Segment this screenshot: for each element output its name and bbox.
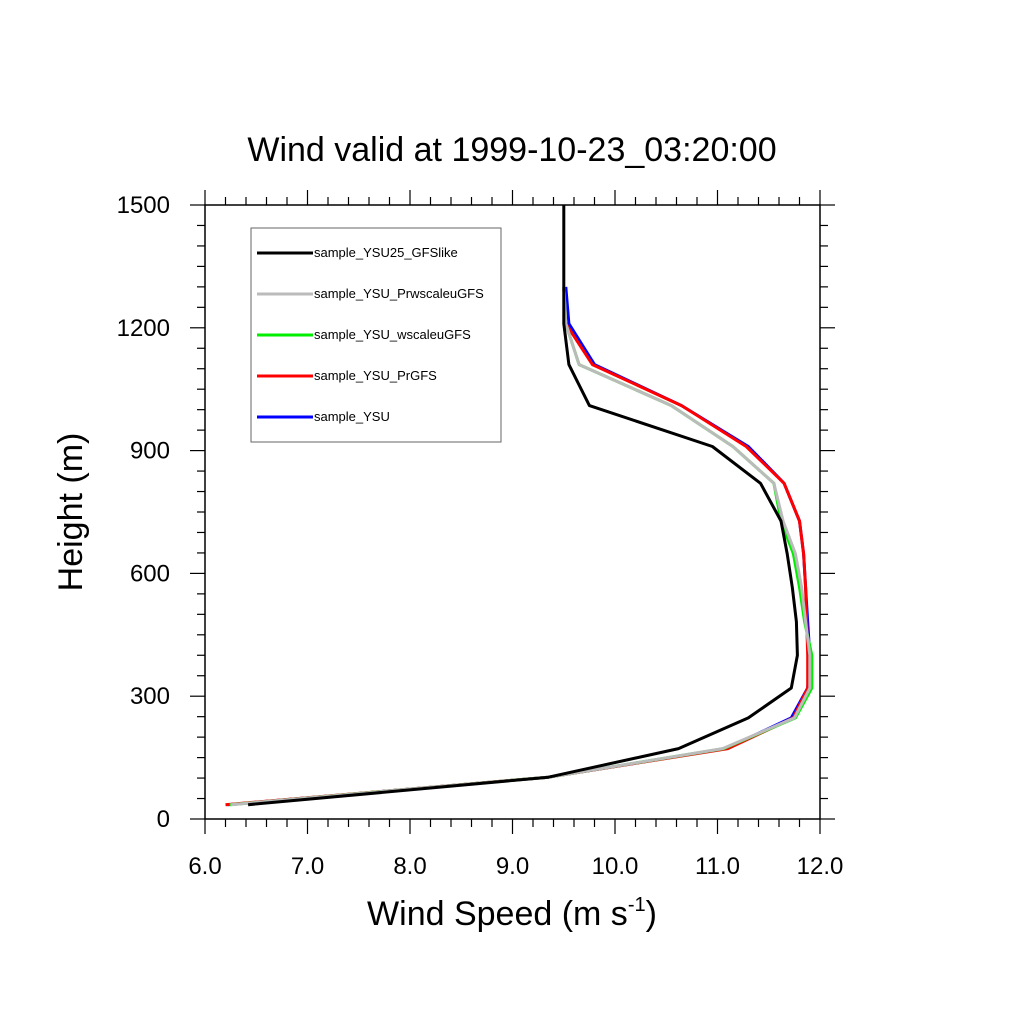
legend-label: sample_YSU <box>314 409 390 424</box>
y-tick-label: 1200 <box>117 315 170 342</box>
x-tick-label: 7.0 <box>291 853 324 880</box>
x-tick-label: 8.0 <box>393 853 426 880</box>
series-line-sample_YSU25_GFSlike <box>247 205 799 807</box>
y-tick-label: 1500 <box>117 192 170 219</box>
y-tick-label: 0 <box>157 806 170 833</box>
legend: sample_YSU25_GFSlike sample_YSU_Prwscaleu… <box>250 227 502 443</box>
legend-label: sample_YSU_PrGFS <box>314 368 437 383</box>
y-tick-labels: 0 300 600 900 1200 1500 <box>117 192 170 833</box>
y-axis-label: Height (m) <box>52 433 90 592</box>
x-tick-label: 12.0 <box>797 853 844 880</box>
x-tick-label: 6.0 <box>188 853 221 880</box>
y-tick-label: 600 <box>130 560 170 587</box>
plot-series <box>225 205 814 807</box>
legend-label: sample_YSU_wscaleuGFS <box>314 327 471 342</box>
plot-frame <box>204 204 821 820</box>
x-axis-label-close: ) <box>646 895 657 933</box>
chart-title: Wind valid at 1999-10-23_03:20:00 <box>247 131 776 169</box>
x-tick-label: 9.0 <box>496 853 529 880</box>
legend-label: sample_YSU_PrwscaleuGFS <box>314 286 484 301</box>
x-axis-label-sup: -1 <box>628 894 646 916</box>
x-tick-label: 10.0 <box>592 853 639 880</box>
x-axis-label: Wind Speed (m s-1) <box>367 894 657 933</box>
legend-label: sample_YSU25_GFSlike <box>314 245 458 260</box>
y-tick-label: 900 <box>130 438 170 465</box>
x-tick-labels: 6.0 7.0 8.0 9.0 10.0 11.0 12.0 <box>188 853 843 880</box>
x-tick-label: 11.0 <box>695 853 740 880</box>
y-tick-label: 300 <box>130 683 170 710</box>
series-line-sample_YSU_PrwscaleuGFS <box>230 286 812 807</box>
x-axis-label-main: Wind Speed (m s <box>367 895 628 933</box>
axis-ticks <box>190 190 835 834</box>
